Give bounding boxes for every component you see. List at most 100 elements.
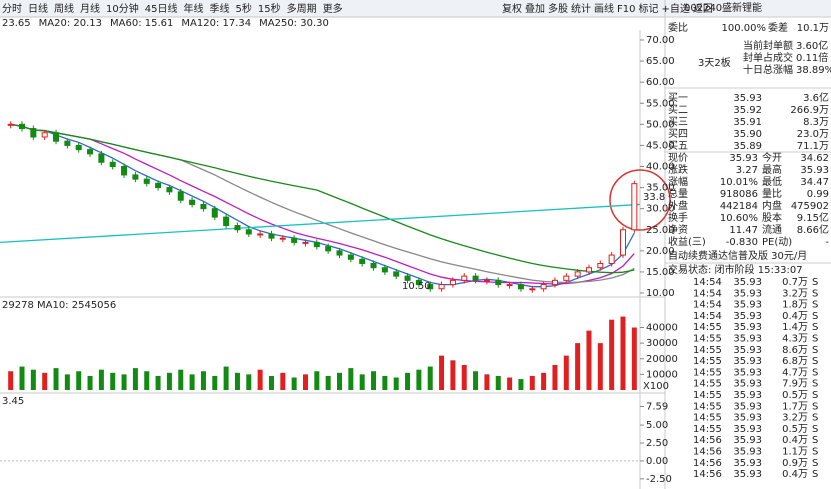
stat-key: 涨幅 [668, 175, 688, 188]
tick-side: S [812, 413, 818, 424]
y-tick-label: 40.00 [646, 162, 675, 173]
volume-bar [359, 374, 365, 390]
bid-volume: 266.9万 [790, 105, 829, 116]
volume-bar [348, 368, 354, 390]
stat-value: 35.93 [729, 153, 758, 164]
candle [619, 229, 626, 256]
bid-price: 35.90 [733, 129, 762, 140]
candle [53, 132, 60, 142]
volume-bar [473, 371, 479, 390]
seal-value: 3.60亿 [796, 39, 828, 52]
tab[interactable]: 周线 [54, 2, 74, 15]
tick-price: 35.93 [733, 413, 762, 424]
tab[interactable]: 45日线 [145, 2, 178, 15]
volume-bar [291, 377, 297, 390]
tick-volume: 8.6万 [782, 345, 808, 356]
volume-bar [223, 366, 229, 390]
stat-key: 量比 [762, 188, 782, 200]
tab[interactable]: 15秒 [258, 2, 281, 15]
volume-bar [42, 372, 48, 390]
toolbar-action[interactable]: 统计 [571, 2, 591, 15]
candle [132, 174, 139, 180]
candle [574, 271, 581, 277]
candle [7, 123, 14, 126]
volume-bar [552, 365, 558, 390]
tick-price: 35.93 [733, 401, 762, 412]
stat-value: - [825, 237, 829, 248]
stat-value: 11.47 [729, 225, 758, 236]
volume-bar [541, 372, 547, 390]
volume-bar [280, 372, 286, 390]
bid-price: 35.91 [733, 117, 762, 128]
volume-bar [631, 327, 637, 390]
candle [472, 275, 479, 281]
tick-time: 14:56 [693, 458, 722, 469]
tick-time: 14:55 [693, 401, 722, 412]
volume-bar [371, 371, 377, 390]
tick-price: 35.93 [733, 322, 762, 333]
candle [291, 237, 298, 243]
toolbar-action[interactable]: 画线 [594, 2, 614, 15]
volume-label: 29278 MA10: 2545056 [2, 300, 116, 311]
volume-bar [575, 343, 581, 390]
macd-tick-label: 5.00 [646, 420, 668, 431]
bid-volume: 3.6亿 [803, 91, 829, 104]
tick-side: S [812, 458, 818, 469]
volume-bar [76, 371, 82, 390]
candle [336, 250, 343, 256]
stat-value: 918086 [720, 189, 758, 200]
stat-value: 0.99 [807, 189, 829, 200]
ratio-cell: 100.00% [722, 23, 767, 34]
volume-bar [609, 319, 615, 390]
volume-bar [132, 368, 138, 390]
tab[interactable]: 多周期 [287, 2, 317, 15]
toolbar-action[interactable]: +自选 [661, 2, 689, 15]
tick-volume: 1.4万 [782, 322, 808, 333]
y-tick-label: 50.00 [646, 119, 675, 130]
toolbar-action[interactable]: 标记 [638, 3, 658, 15]
tick-side: S [812, 367, 818, 378]
macd-tick-label: 2.50 [646, 438, 668, 449]
stat-value: 3.27 [736, 165, 758, 176]
tab[interactable]: 年线 [183, 2, 203, 15]
volume-bar [268, 375, 274, 390]
stat-key: 净资 [668, 223, 688, 236]
tick-price: 35.93 [733, 367, 762, 378]
bid-level: 买五 [668, 140, 688, 152]
tab[interactable]: 季线 [209, 2, 229, 15]
tick-price: 35.93 [733, 288, 762, 299]
tab[interactable]: 10分钟 [106, 2, 139, 15]
volume-bar [507, 377, 513, 390]
toolbar-action[interactable]: F10 [617, 4, 635, 15]
tick-volume: 6.8万 [782, 356, 808, 367]
candle [347, 254, 354, 260]
tab[interactable]: 5秒 [235, 2, 251, 15]
bid-price: 35.89 [733, 141, 762, 152]
toolbar-action[interactable]: 叠加 [525, 3, 545, 15]
tab[interactable]: 更多 [323, 2, 343, 15]
volume-tick-label: 10000 [646, 369, 678, 380]
y-tick-label: 25.00 [646, 225, 675, 236]
tab[interactable]: 月线 [80, 2, 100, 15]
candle [257, 233, 264, 236]
candle [495, 279, 502, 286]
tick-volume: 0.4万 [782, 469, 808, 480]
volume-bar [518, 379, 524, 390]
tab[interactable]: 日线 [28, 2, 48, 15]
ad-banner[interactable]: 自动续费通达信普及版 30元/月 [668, 249, 807, 262]
stat-key: 收益(三) [668, 235, 706, 248]
tick-side: S [812, 379, 818, 390]
candle [585, 267, 592, 273]
ma250-line [0, 203, 641, 244]
toolbar-action[interactable]: 多股 [548, 2, 568, 15]
candle [211, 208, 218, 218]
tick-time: 14:55 [693, 379, 722, 390]
volume-bar [484, 374, 490, 390]
tab[interactable]: 分时 [2, 3, 22, 15]
toolbar-action[interactable]: 复权 [502, 2, 522, 15]
toolbar-bg [0, 0, 831, 17]
tick-price: 35.93 [733, 277, 762, 288]
tick-volume: 1.8万 [782, 300, 808, 311]
toolbar-action[interactable]: 返回 [693, 3, 713, 15]
y-tick-label: 15.00 [646, 267, 675, 278]
